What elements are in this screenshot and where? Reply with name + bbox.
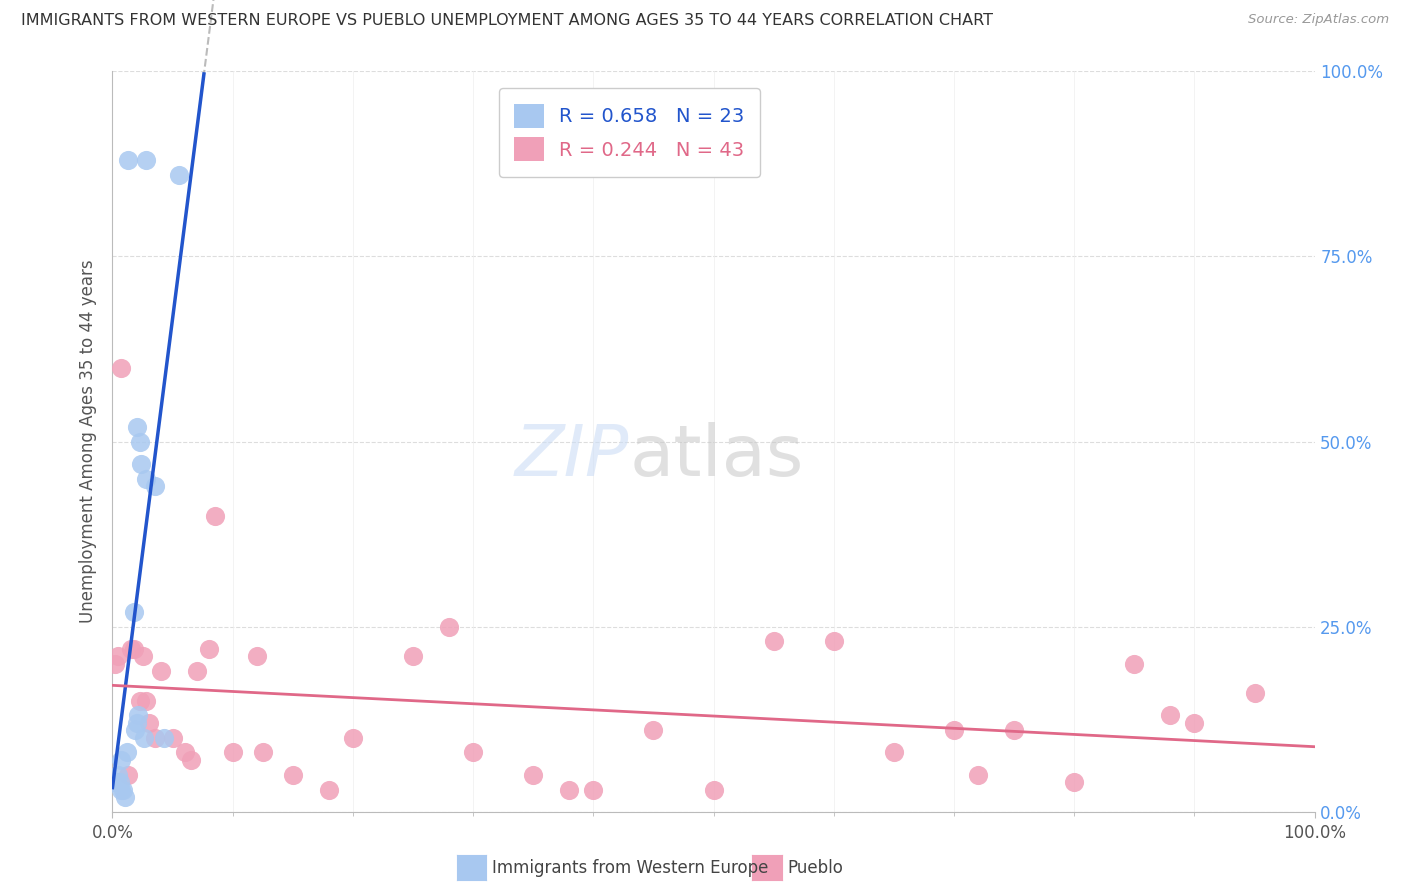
Point xyxy=(281,767,304,781)
Point xyxy=(108,775,131,789)
Text: ZIP: ZIP xyxy=(515,422,630,491)
Point xyxy=(197,641,219,656)
Point xyxy=(110,753,132,767)
Point xyxy=(110,782,132,797)
Point xyxy=(149,664,172,678)
Point xyxy=(117,767,139,781)
Point xyxy=(246,649,269,664)
Point xyxy=(252,746,274,760)
Point xyxy=(162,731,184,745)
Point xyxy=(167,168,190,182)
Point xyxy=(1002,723,1025,738)
Point xyxy=(131,649,153,664)
Text: IMMIGRANTS FROM WESTERN EUROPE VS PUEBLO UNEMPLOYMENT AMONG AGES 35 TO 44 YEARS : IMMIGRANTS FROM WESTERN EUROPE VS PUEBLO… xyxy=(21,13,993,29)
Point xyxy=(105,775,128,789)
Text: Source: ZipAtlas.com: Source: ZipAtlas.com xyxy=(1249,13,1389,27)
Point xyxy=(135,694,157,708)
Point xyxy=(128,694,150,708)
Point xyxy=(138,715,160,730)
Point xyxy=(222,746,245,760)
Point xyxy=(1243,686,1265,700)
Point xyxy=(110,360,132,375)
Point xyxy=(135,153,157,168)
Point xyxy=(402,649,425,664)
Point xyxy=(342,731,364,745)
Point xyxy=(643,723,665,738)
Point xyxy=(131,457,153,471)
Point xyxy=(702,782,725,797)
Point xyxy=(112,782,135,797)
Point xyxy=(823,634,845,648)
Point xyxy=(582,782,605,797)
Point xyxy=(152,731,174,745)
Point xyxy=(186,664,208,678)
Point xyxy=(967,767,990,781)
Point xyxy=(461,746,484,760)
Point xyxy=(104,657,127,671)
Point xyxy=(115,746,138,760)
Point xyxy=(124,723,146,738)
Point xyxy=(204,508,226,523)
Text: Pueblo: Pueblo xyxy=(787,859,844,877)
Point xyxy=(132,731,155,745)
Point xyxy=(117,153,139,168)
Point xyxy=(942,723,965,738)
Point xyxy=(1159,708,1181,723)
Point xyxy=(173,746,195,760)
Point xyxy=(522,767,544,781)
Legend: R = 0.658   N = 23, R = 0.244   N = 43: R = 0.658 N = 23, R = 0.244 N = 43 xyxy=(499,88,759,177)
Point xyxy=(125,419,148,434)
Point xyxy=(122,605,145,619)
Point xyxy=(104,775,127,789)
Point xyxy=(143,731,166,745)
Point xyxy=(122,641,145,656)
Point xyxy=(318,782,340,797)
Point xyxy=(107,649,129,664)
Text: atlas: atlas xyxy=(630,422,804,491)
Point xyxy=(883,746,905,760)
Point xyxy=(143,479,166,493)
Point xyxy=(125,715,148,730)
Point xyxy=(437,619,460,633)
Point xyxy=(558,782,581,797)
Point xyxy=(762,634,785,648)
Point xyxy=(1123,657,1146,671)
Point xyxy=(120,641,142,656)
Point xyxy=(180,753,202,767)
Point xyxy=(128,434,150,449)
Point xyxy=(107,767,129,781)
Point xyxy=(135,471,157,485)
Point xyxy=(114,789,136,804)
Point xyxy=(1184,715,1206,730)
Text: Immigrants from Western Europe: Immigrants from Western Europe xyxy=(492,859,769,877)
Point xyxy=(127,708,149,723)
Y-axis label: Unemployment Among Ages 35 to 44 years: Unemployment Among Ages 35 to 44 years xyxy=(79,260,97,624)
Point xyxy=(1063,775,1085,789)
